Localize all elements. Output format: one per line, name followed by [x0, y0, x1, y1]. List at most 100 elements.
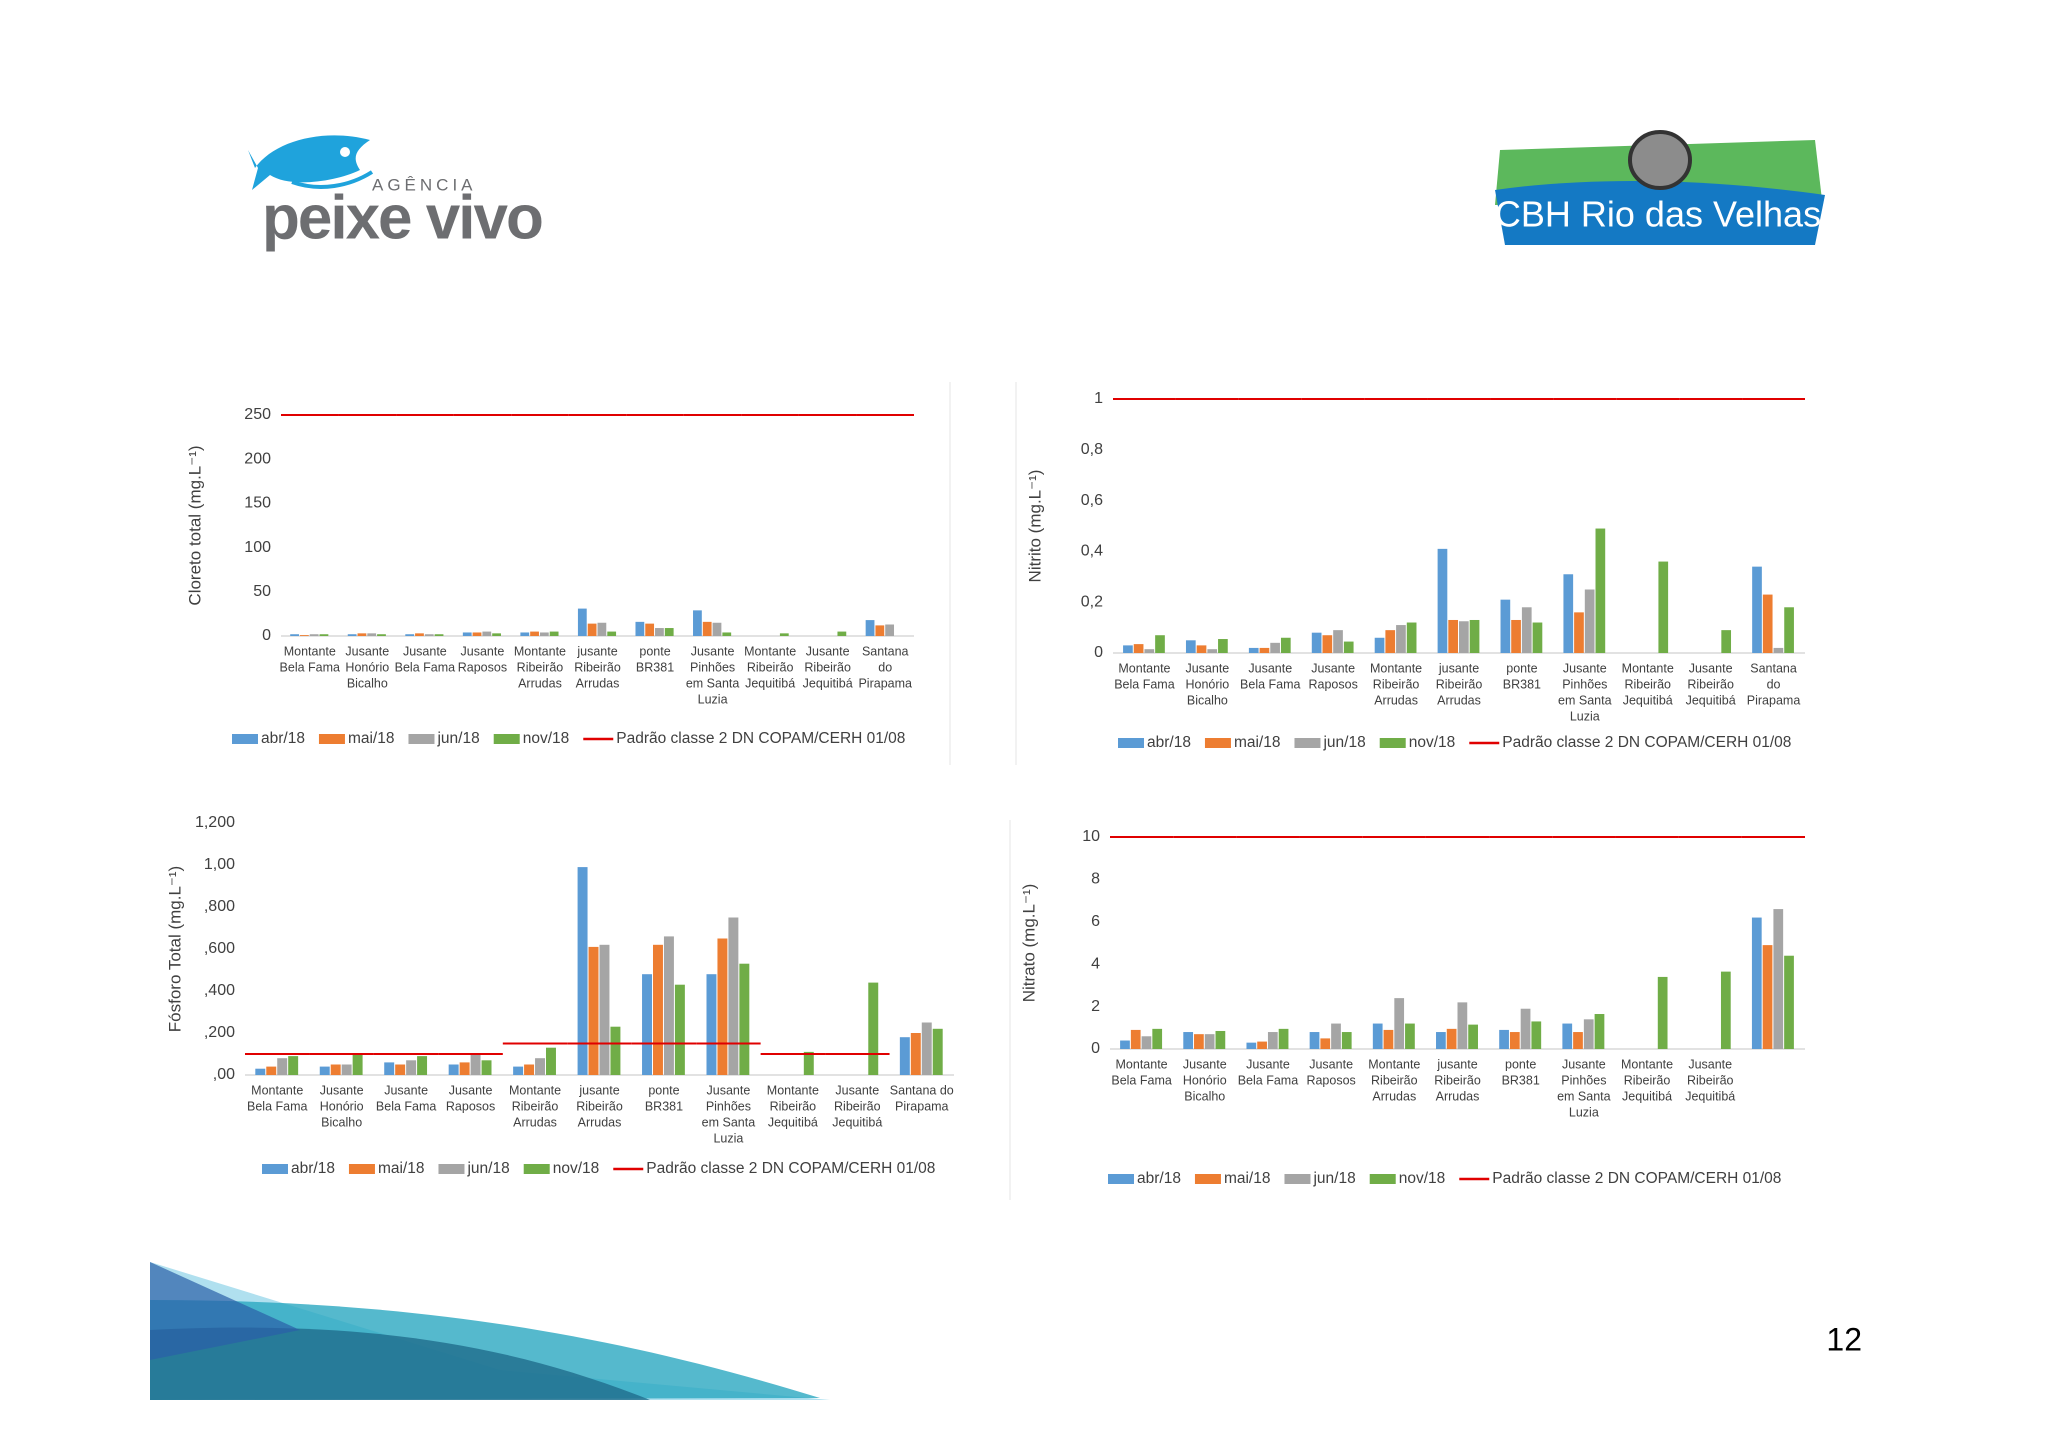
bar	[1751, 917, 1762, 1049]
bar	[1331, 1023, 1341, 1049]
bar	[481, 1060, 492, 1075]
legend-swatch	[318, 734, 345, 744]
x-tick-label: Montante	[1116, 1057, 1168, 1071]
bar	[459, 1062, 470, 1075]
y-tick-label: 200	[244, 450, 271, 467]
bar	[1721, 630, 1732, 653]
x-tick-label: Arrudas	[576, 676, 620, 690]
x-tick-label: Jequitibá	[1686, 693, 1736, 707]
bar	[910, 1033, 921, 1075]
y-tick-label: 2	[1091, 998, 1100, 1015]
bar	[1773, 909, 1784, 1049]
x-tick-label: Arrudas	[1437, 693, 1481, 707]
x-tick-label: Luzia	[713, 1131, 743, 1145]
bar	[1584, 589, 1595, 653]
legend-label: nov/18	[553, 1160, 600, 1177]
bar	[417, 1056, 428, 1075]
bar	[1446, 1028, 1457, 1049]
x-tick-label: Ribeirão	[1624, 677, 1671, 691]
x-tick-label: do	[878, 660, 892, 674]
bar	[513, 1066, 524, 1075]
x-tick-label: Montante	[1621, 1057, 1673, 1071]
x-tick-label: jusante	[1436, 1057, 1477, 1071]
bar	[1784, 955, 1794, 1049]
bar	[779, 633, 789, 636]
x-tick-label: Jequitibá	[1623, 693, 1673, 707]
y-tick-label: 0	[262, 627, 271, 644]
x-tick-label: Arrudas	[578, 1115, 622, 1129]
x-tick-label: Jusante	[384, 1083, 428, 1097]
bar	[1309, 1032, 1320, 1049]
x-tick-label: em Santa	[686, 676, 740, 690]
x-tick-label: Ribeirão	[512, 1099, 559, 1113]
x-tick-label: Montante	[284, 644, 336, 658]
bar	[266, 1066, 277, 1075]
bar	[319, 634, 329, 636]
y-tick-label: 0,4	[1081, 543, 1103, 560]
bar	[1532, 622, 1543, 653]
legend-label: nov/18	[1409, 734, 1456, 751]
bar	[1521, 607, 1532, 653]
x-tick-label: Jequitibá	[745, 676, 795, 690]
bar	[1563, 574, 1574, 653]
y-axis-title: Fósforo Total (mg.L⁻¹)	[165, 866, 184, 1032]
legend-label: nov/18	[523, 730, 570, 747]
bar	[1720, 971, 1731, 1049]
x-tick-label: jusante	[1438, 661, 1479, 675]
x-tick-label: Pinhões	[706, 1099, 751, 1113]
x-tick-label: Honório	[320, 1099, 364, 1113]
x-tick-label: Ribeirão	[770, 1099, 817, 1113]
x-tick-label: BR381	[636, 660, 674, 674]
legend-label: mai/18	[1224, 1170, 1271, 1187]
x-tick-label: Jequitibá	[768, 1115, 818, 1129]
bar	[607, 631, 617, 636]
legend-label: Padrão classe 2 DN COPAM/CERH 01/08	[616, 730, 905, 747]
bar	[1322, 635, 1333, 653]
bar	[288, 1056, 299, 1075]
legend-swatch	[1108, 1174, 1134, 1184]
x-tick-label: Raposos	[1306, 1073, 1355, 1087]
x-tick-label: ponte	[1505, 1057, 1536, 1071]
bar	[1270, 642, 1280, 653]
bar	[1762, 594, 1773, 653]
bar	[341, 1064, 352, 1075]
x-tick-label: Bicalho	[321, 1115, 362, 1129]
x-tick-label: Jusante	[1185, 661, 1229, 675]
bar	[1762, 945, 1773, 1049]
x-tick-label: Pinhões	[690, 660, 735, 674]
x-tick-label: Ribeirão	[834, 1099, 881, 1113]
y-tick-label: ,00	[213, 1066, 235, 1083]
bar	[1499, 1029, 1509, 1049]
swoosh-part	[150, 1262, 300, 1360]
bar	[462, 632, 472, 636]
bar	[1259, 647, 1270, 653]
bar	[1752, 566, 1762, 653]
bar	[1531, 1021, 1542, 1049]
x-tick-label: Montante	[1368, 1057, 1420, 1071]
fish-wave	[291, 170, 374, 189]
legend-label: abr/18	[291, 1160, 335, 1177]
x-tick-label: Jusante	[1562, 1057, 1606, 1071]
bar	[406, 1060, 417, 1075]
x-tick-label: Jusante	[1688, 1057, 1732, 1071]
y-tick-label: ,400	[204, 982, 235, 999]
bar	[1469, 619, 1480, 653]
x-tick-label: jusante	[576, 644, 617, 658]
legend-label: nov/18	[1399, 1170, 1446, 1187]
legend-swatch	[493, 734, 520, 744]
x-tick-label: Jusante	[403, 644, 447, 658]
legend-swatch	[438, 1164, 465, 1174]
x-tick-label: Montante	[1118, 661, 1170, 675]
x-tick-label: Ribeirão	[1624, 1073, 1671, 1087]
bar	[277, 1058, 288, 1075]
bar	[492, 633, 501, 636]
bar	[1457, 1002, 1468, 1049]
x-tick-label: ponte	[1506, 661, 1537, 675]
legend-swatch	[1204, 738, 1231, 748]
legend-swatch	[232, 734, 258, 744]
bar	[1246, 1042, 1257, 1049]
bar	[530, 631, 539, 636]
bar	[1773, 647, 1784, 653]
x-tick-label: Ribeirão	[1371, 1073, 1418, 1087]
